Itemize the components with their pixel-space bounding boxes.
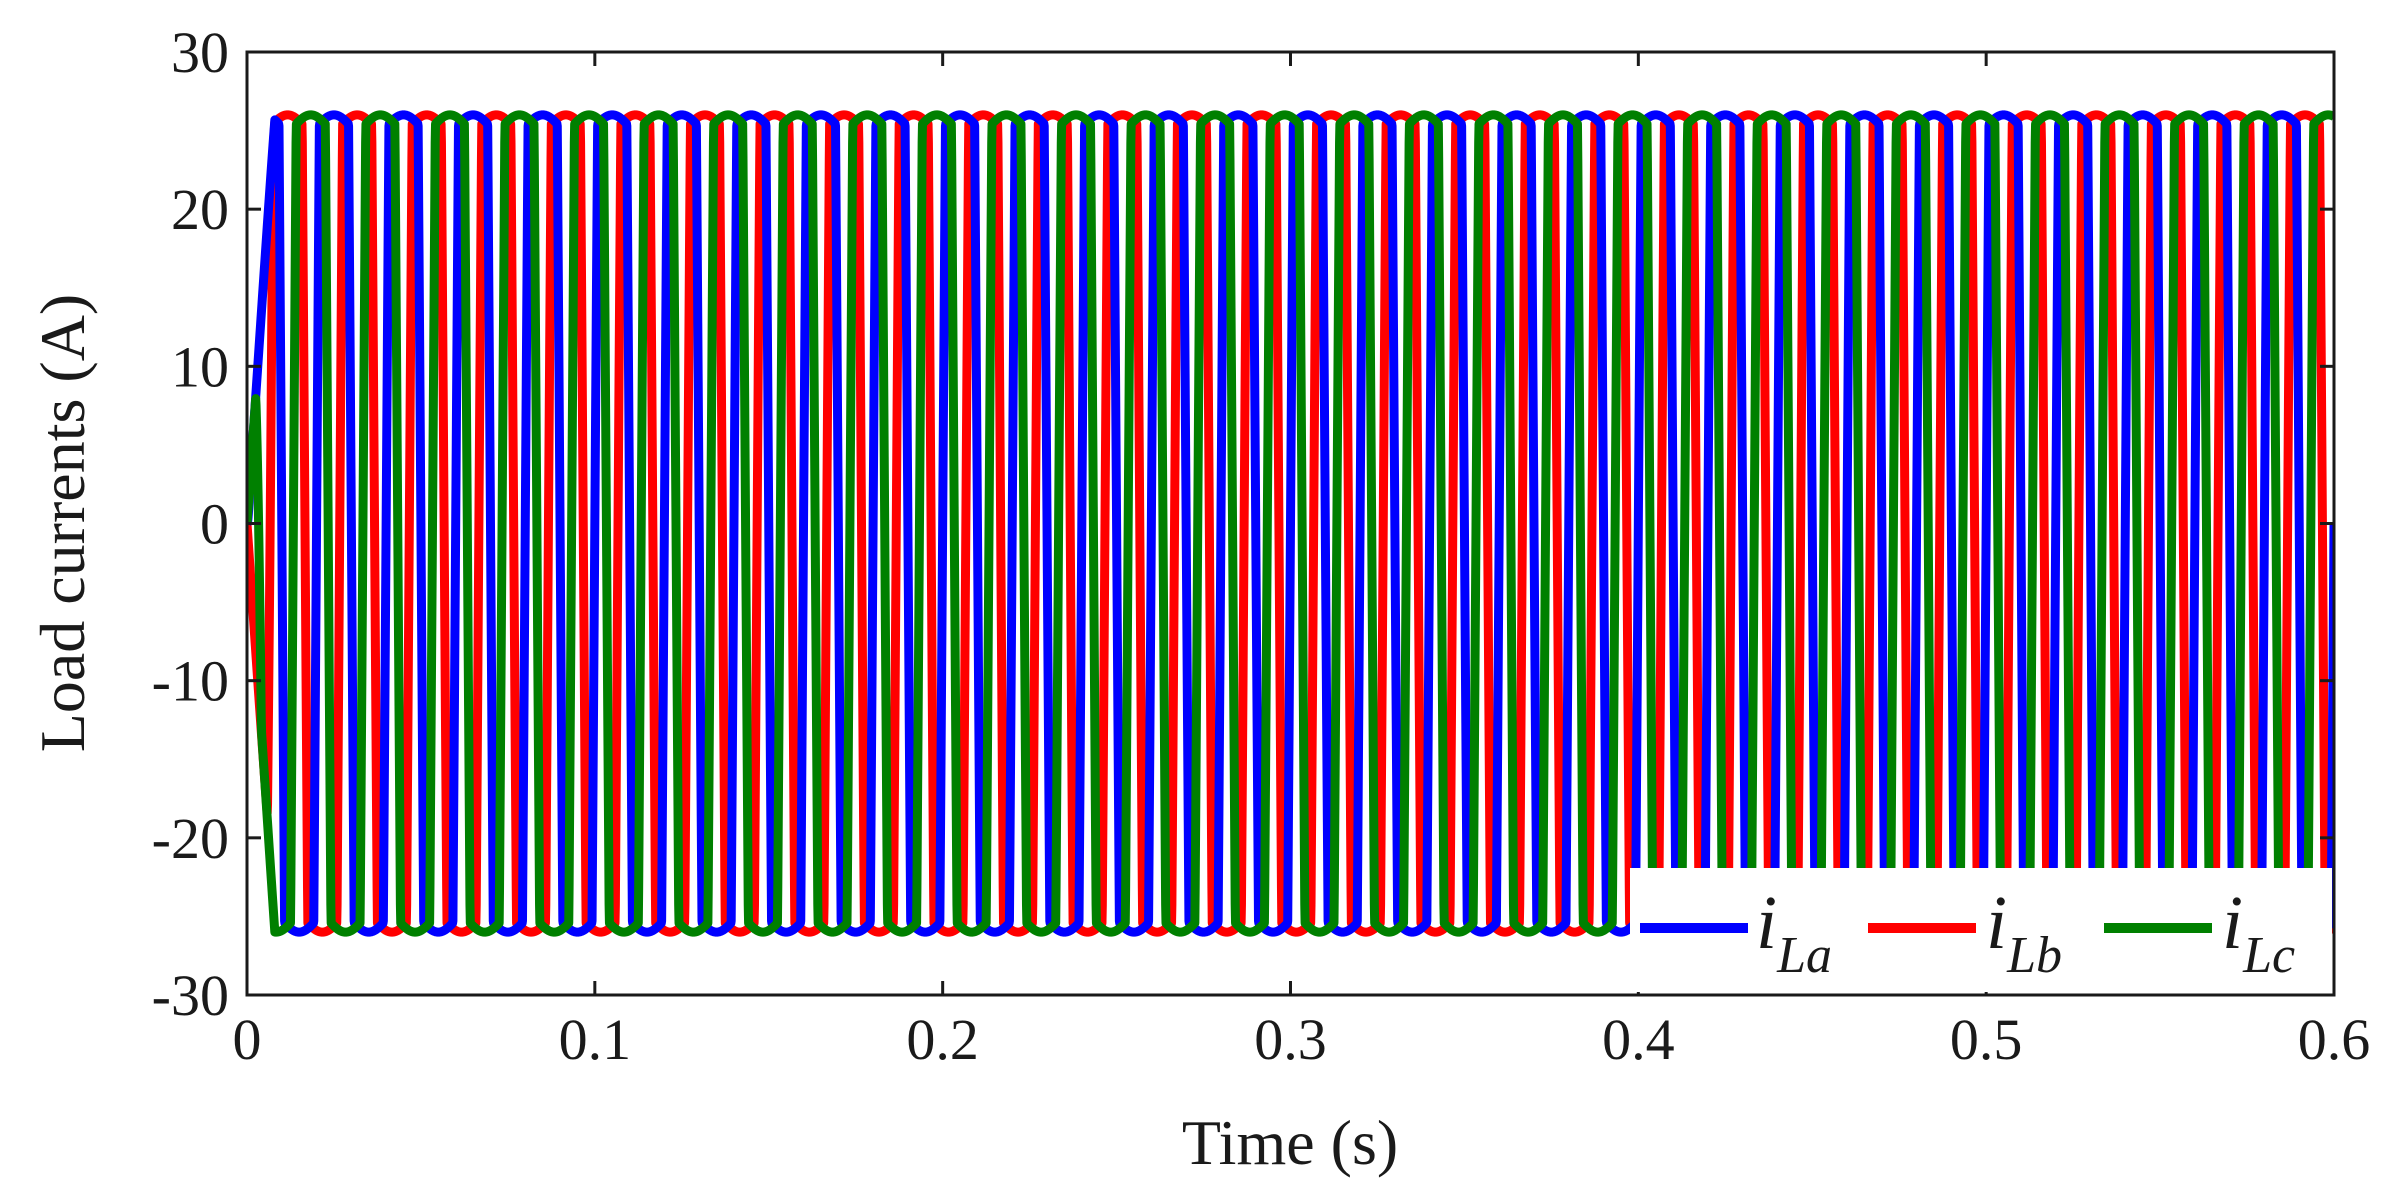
series-line-lc xyxy=(247,110,2334,937)
x-axis-title: Time (s) xyxy=(1182,1107,1398,1178)
x-tick-label: 0.5 xyxy=(1950,1007,2023,1072)
y-tick-label: -20 xyxy=(152,806,229,871)
y-tick-label: 0 xyxy=(200,492,229,557)
legend-item-ila: iLa xyxy=(1640,881,1832,984)
x-tick-label: 0.3 xyxy=(1254,1007,1327,1072)
series-line-la xyxy=(247,110,2334,937)
y-tick-label: -30 xyxy=(152,963,229,1028)
legend-label-ilc: iLc xyxy=(2222,881,2295,984)
series-layer xyxy=(247,110,2334,937)
legend-label-ilb: iLb xyxy=(1986,881,2062,984)
x-tick-label: 0.6 xyxy=(2298,1007,2371,1072)
y-tick-label: 10 xyxy=(171,334,229,399)
legend-item-ilb: iLb xyxy=(1868,881,2062,984)
y-tick-label: 20 xyxy=(171,177,229,242)
y-tick-label: -10 xyxy=(152,649,229,714)
tick-labels-layer: 0 0.1 0.2 0.3 0.4 0.5 0.6 30 20 10 0 -10 -20 -30 xyxy=(152,20,2371,1072)
x-tick-label: 0 xyxy=(233,1007,262,1072)
legend-item-ilc: iLc xyxy=(2104,881,2295,984)
x-tick-label: 0.2 xyxy=(906,1007,979,1072)
legend-label-ila: iLa xyxy=(1756,881,1832,984)
x-tick-label: 0.1 xyxy=(559,1007,632,1072)
x-tick-label: 0.4 xyxy=(1602,1007,1675,1072)
y-tick-label: 30 xyxy=(171,20,229,85)
y-axis-title: Load currents (A) xyxy=(27,294,98,752)
legend: iLa iLb iLc xyxy=(1630,868,2332,992)
